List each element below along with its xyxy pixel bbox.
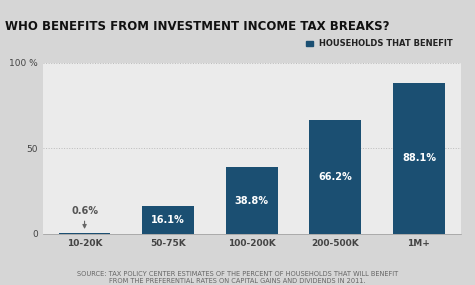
- Bar: [309, 121, 361, 234]
- Bar: [226, 167, 278, 234]
- Bar: [58, 233, 111, 234]
- Text: 38.8%: 38.8%: [235, 196, 269, 205]
- Text: 0.6%: 0.6%: [71, 205, 98, 228]
- Text: 88.1%: 88.1%: [402, 153, 436, 163]
- Text: SOURCE: TAX POLICY CENTER ESTIMATES OF THE PERCENT OF HOUSEHOLDS THAT WILL BENEF: SOURCE: TAX POLICY CENTER ESTIMATES OF T…: [77, 270, 398, 284]
- Text: 16.1%: 16.1%: [151, 215, 185, 225]
- Text: WHO BENEFITS FROM INVESTMENT INCOME TAX BREAKS?: WHO BENEFITS FROM INVESTMENT INCOME TAX …: [5, 20, 389, 33]
- Legend: HOUSEHOLDS THAT BENEFIT: HOUSEHOLDS THAT BENEFIT: [303, 36, 456, 52]
- Bar: [393, 83, 445, 234]
- Bar: [142, 206, 194, 234]
- Text: 66.2%: 66.2%: [318, 172, 352, 182]
